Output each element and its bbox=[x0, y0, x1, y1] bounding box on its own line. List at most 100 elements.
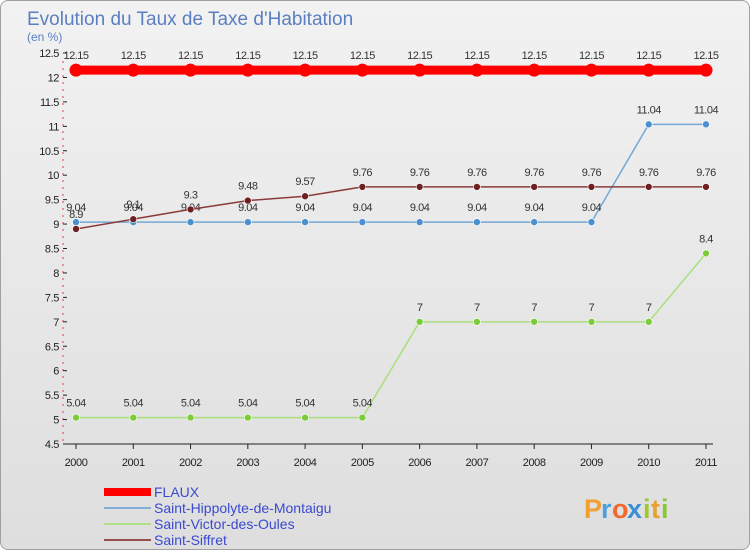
x-tick-label: 2008 bbox=[523, 457, 546, 469]
data-label: 9.04 bbox=[238, 202, 258, 214]
logo-letter: P bbox=[584, 494, 602, 524]
data-label: 9.76 bbox=[696, 167, 716, 179]
data-label: 9.04 bbox=[124, 202, 144, 214]
data-label: 9.76 bbox=[353, 167, 373, 179]
data-label: 5.04 bbox=[66, 398, 86, 410]
logo-letter: i bbox=[643, 494, 651, 524]
series-point bbox=[72, 413, 80, 422]
logo-letter: t bbox=[651, 494, 660, 524]
series-point bbox=[587, 318, 596, 326]
series-point bbox=[470, 63, 484, 77]
y-tick-label: 12 bbox=[48, 72, 60, 84]
data-label: 12.15 bbox=[636, 50, 661, 62]
chart-title: Evolution du Taux de Taxe d'Habitation bbox=[27, 9, 353, 30]
y-tick-label: 8 bbox=[53, 268, 59, 280]
data-label: 9.3 bbox=[184, 189, 198, 201]
x-tick-label: 2005 bbox=[351, 457, 374, 469]
series-point bbox=[72, 225, 80, 233]
series-point bbox=[530, 183, 538, 191]
logo-letter: x bbox=[627, 494, 642, 524]
data-label: 12.15 bbox=[693, 50, 718, 62]
series-line-2 bbox=[75, 252, 707, 419]
x-tick-label: 2009 bbox=[580, 457, 603, 469]
logo-letter: o bbox=[612, 494, 629, 524]
series-point bbox=[644, 120, 653, 129]
proxiti-logo: Pr ox i t i bbox=[584, 494, 669, 524]
series-point bbox=[355, 63, 369, 77]
series-point bbox=[702, 249, 710, 258]
y-tick-label: 7 bbox=[53, 317, 59, 329]
y-tick-label: 10.5 bbox=[39, 146, 59, 158]
series-layer: 5.04 5.04 5.04 5.04 5.04 5.04 7 7 7 7 7 8.4 9.04 9.04… bbox=[63, 50, 719, 422]
series-point bbox=[129, 215, 138, 223]
series-point bbox=[527, 63, 541, 77]
series-point bbox=[415, 318, 424, 326]
data-label: 11.04 bbox=[637, 104, 662, 116]
data-label: 9.76 bbox=[639, 167, 659, 179]
series-point bbox=[415, 218, 424, 226]
data-label: 9.04 bbox=[353, 202, 373, 214]
y-tick-label: 12.5 bbox=[39, 48, 59, 60]
x-tick-label: 2011 bbox=[695, 457, 717, 469]
x-tick-label: 2004 bbox=[294, 457, 317, 469]
data-label: 9.57 bbox=[295, 176, 315, 188]
series-point bbox=[702, 120, 710, 129]
series-point bbox=[184, 63, 198, 77]
series-point bbox=[244, 413, 252, 422]
data-label: 5.04 bbox=[353, 398, 373, 410]
data-label: 12.15 bbox=[464, 50, 489, 62]
series-point bbox=[473, 218, 481, 226]
series-point bbox=[126, 63, 140, 77]
data-label: 9.04 bbox=[582, 202, 602, 214]
y-tick-label: 8.5 bbox=[45, 244, 59, 256]
series-point bbox=[587, 218, 596, 226]
series-point bbox=[473, 183, 481, 191]
data-label: 9.76 bbox=[524, 167, 544, 179]
x-tick-label: 2007 bbox=[465, 457, 488, 469]
logo-letter: r bbox=[601, 494, 612, 524]
data-label: 9.76 bbox=[582, 167, 602, 179]
series-point bbox=[301, 413, 309, 422]
data-label: 12.15 bbox=[63, 50, 88, 62]
x-tick-label: 2003 bbox=[236, 457, 259, 469]
series-point bbox=[644, 183, 653, 191]
data-label: 12.15 bbox=[235, 50, 260, 62]
data-label: 5.04 bbox=[124, 398, 144, 410]
series-point bbox=[699, 63, 713, 77]
data-label: 7 bbox=[646, 302, 652, 314]
data-label: 5.04 bbox=[295, 398, 315, 410]
series-point bbox=[129, 413, 138, 422]
legend-label: FLAUX bbox=[154, 484, 200, 500]
data-label: 12.15 bbox=[522, 50, 547, 62]
data-label: 12.15 bbox=[579, 50, 604, 62]
series-point bbox=[644, 318, 653, 326]
y-tick-label: 9.5 bbox=[45, 195, 59, 207]
legend: FLAUXSaint-Hippolyte-de-MontaiguSaint-Vi… bbox=[104, 484, 331, 548]
series-point bbox=[244, 218, 252, 226]
y-tick-label: 11.5 bbox=[40, 97, 59, 109]
x-tick-label: 2001 bbox=[122, 457, 145, 469]
series-point bbox=[642, 63, 656, 77]
data-label: 9.04 bbox=[410, 202, 430, 214]
series-point bbox=[186, 218, 195, 226]
data-label: 12.15 bbox=[178, 50, 203, 62]
data-label: 5.04 bbox=[181, 398, 201, 410]
series-point bbox=[358, 183, 367, 191]
data-label: 7 bbox=[417, 302, 423, 314]
series-point bbox=[358, 413, 367, 422]
axes: 4.555.566.577.588.599.51010.51111.51212.… bbox=[39, 48, 718, 469]
logo-letter: i bbox=[661, 494, 669, 524]
data-label: 9.04 bbox=[66, 202, 86, 214]
legend-label: Saint-Victor-des-Oules bbox=[154, 516, 295, 532]
y-tick-label: 10 bbox=[48, 170, 60, 182]
series-point bbox=[413, 63, 427, 77]
legend-label: Saint-Siffret bbox=[154, 532, 227, 548]
series-point bbox=[584, 63, 598, 77]
y-tick-label: 5 bbox=[53, 415, 59, 427]
data-label: 8.4 bbox=[699, 233, 713, 245]
y-tick-label: 4.5 bbox=[45, 439, 59, 451]
data-label: 12.15 bbox=[407, 50, 432, 62]
y-tick-label: 9 bbox=[53, 219, 59, 231]
